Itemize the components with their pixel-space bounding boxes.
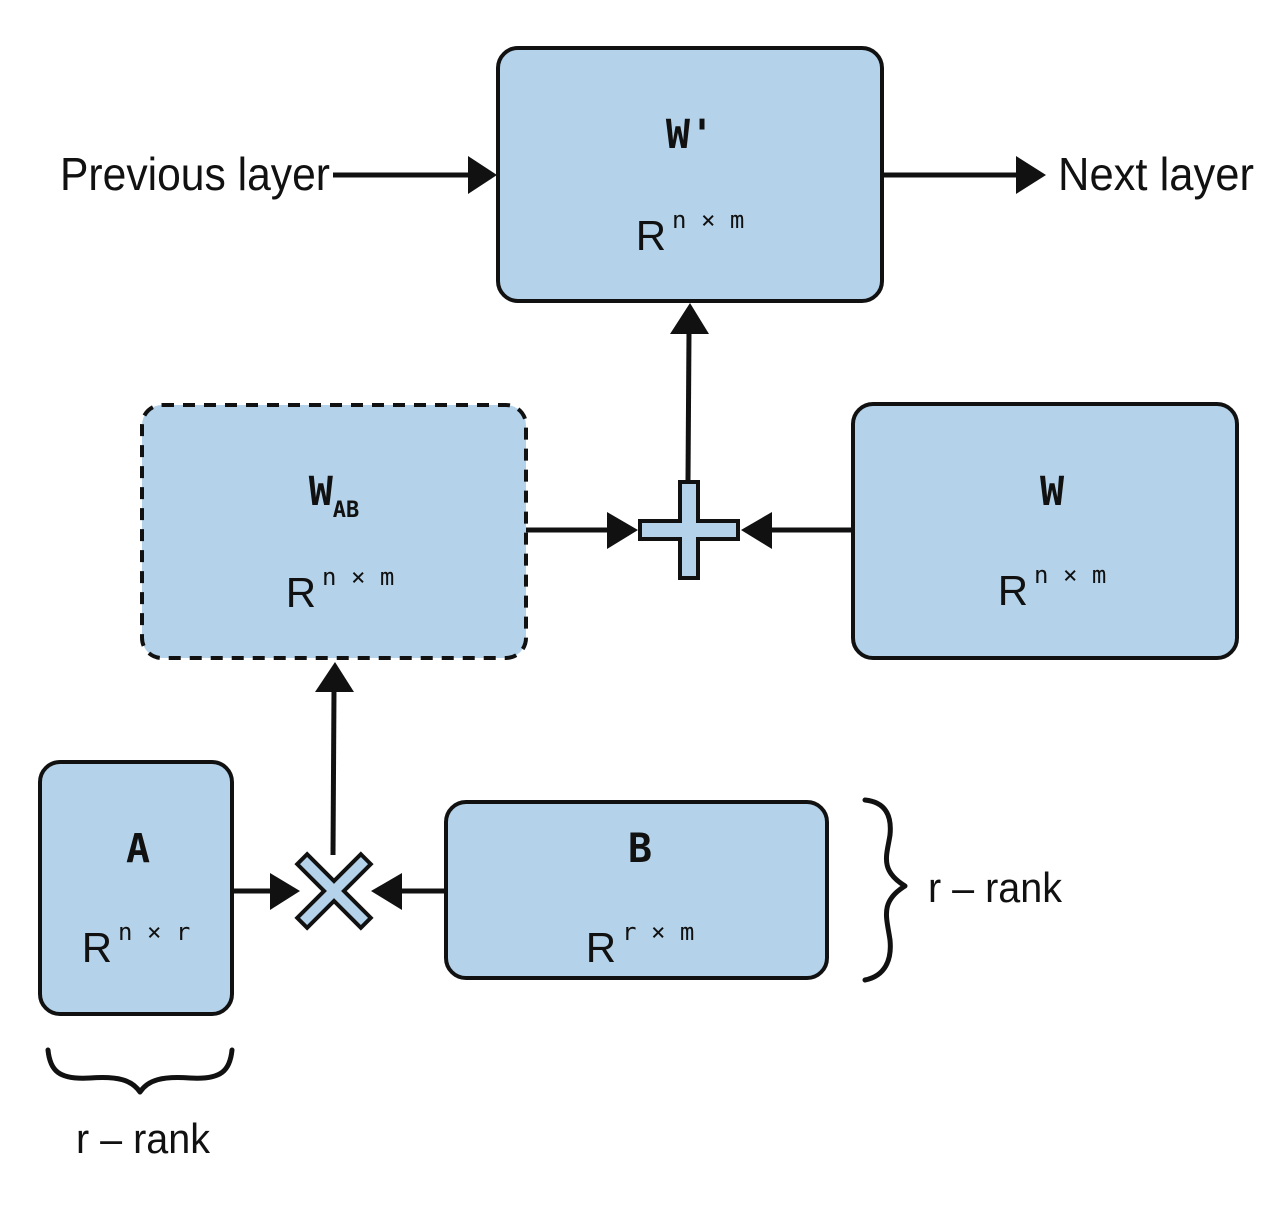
node-w-ab-name: W bbox=[309, 469, 334, 515]
node-b-dim-base: R bbox=[586, 924, 616, 971]
edge-product-to-w-ab bbox=[315, 662, 354, 856]
node-w-ab-title: WAB bbox=[309, 469, 360, 523]
node-a-title: A bbox=[126, 826, 150, 872]
edge-b-to-product bbox=[371, 873, 446, 910]
brace-b-rank bbox=[862, 797, 908, 983]
node-w-prime-title: W' bbox=[666, 112, 714, 158]
node-w-dim-exp: n × m bbox=[1034, 561, 1106, 589]
edge-previous-to-w-prime bbox=[333, 156, 497, 194]
node-b-title: B bbox=[628, 826, 652, 872]
label-rank-b: r – rank bbox=[928, 864, 1063, 911]
edge-sum-to-w-prime bbox=[670, 303, 709, 481]
node-a-dim-base: R bbox=[82, 924, 112, 971]
node-w-ab-dim-base: R bbox=[286, 569, 316, 616]
label-rank-a: r – rank bbox=[76, 1115, 211, 1162]
node-w-ab-subscript: AB bbox=[333, 498, 360, 523]
brace-a-rank bbox=[45, 1047, 235, 1095]
node-b-dim-exp: r × m bbox=[622, 918, 694, 946]
node-w-dim-base: R bbox=[998, 567, 1028, 614]
node-w-prime-dim-exp: n × m bbox=[672, 206, 744, 234]
node-w-prime-dim-base: R bbox=[636, 212, 666, 259]
edge-w-ab-to-sum bbox=[526, 512, 638, 549]
label-previous-layer: Previous layer bbox=[60, 148, 330, 200]
node-w-title: W bbox=[1040, 469, 1065, 515]
plus-icon bbox=[638, 480, 740, 580]
edge-w-to-sum bbox=[741, 512, 853, 549]
edge-w-prime-to-next bbox=[882, 156, 1046, 194]
node-w-ab-dim-exp: n × m bbox=[322, 563, 394, 591]
label-next-layer: Next layer bbox=[1058, 148, 1254, 200]
node-a-dim-exp: n × r bbox=[118, 918, 190, 946]
multiply-icon bbox=[294, 851, 374, 931]
edge-a-to-product bbox=[232, 873, 300, 910]
